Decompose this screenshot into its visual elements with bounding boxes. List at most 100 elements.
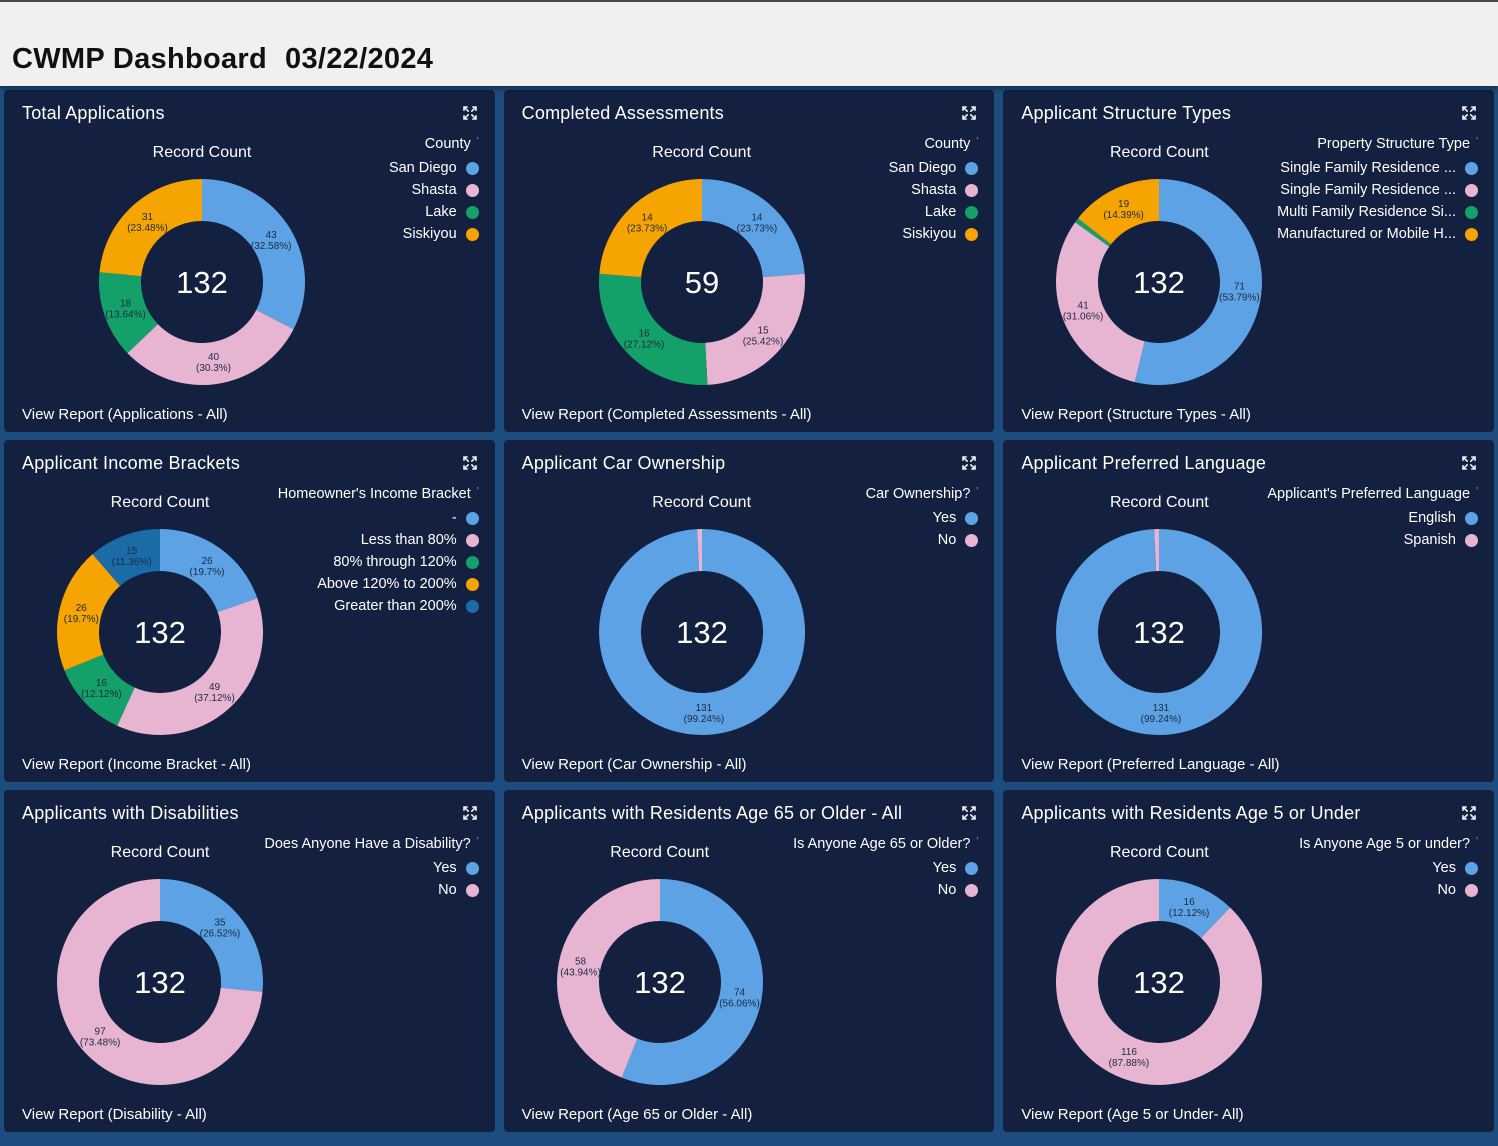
legend-color-dot — [965, 227, 979, 241]
panel-title: Applicant Income Brackets — [22, 453, 241, 473]
focus-mode-icon[interactable] — [960, 804, 978, 822]
donut-slice[interactable] — [56, 879, 263, 1085]
legend-item[interactable]: Single Family Residence ... — [1277, 157, 1478, 179]
legend-item[interactable]: 80% through 120% — [278, 551, 479, 573]
legend-item[interactable]: San Diego — [889, 157, 979, 179]
donut-slice[interactable] — [117, 598, 264, 736]
view-report-link[interactable]: View Report (Preferred Language - All) — [1021, 756, 1280, 773]
donut-total: 132 — [634, 965, 686, 1000]
focus-mode-icon[interactable] — [1460, 104, 1478, 122]
slice-data-label: 116 (87.88%) — [1109, 1047, 1150, 1069]
donut-slice[interactable] — [556, 879, 660, 1078]
donut-chart[interactable]: 14 (23.73%) 15 (25.42%) 16 (27.12%) 14 (23.73%)… — [582, 162, 822, 402]
donut-slice[interactable] — [160, 879, 263, 992]
donut-slice[interactable] — [64, 654, 135, 726]
legend-item[interactable]: English — [1267, 507, 1478, 529]
donut-slice[interactable] — [92, 529, 160, 586]
legend-item[interactable]: Above 120% to 200% — [278, 573, 479, 595]
legend-item-label: - — [451, 510, 457, 526]
donut-slice[interactable] — [99, 272, 158, 354]
legend-item[interactable]: Siskiyou — [889, 223, 979, 245]
donut-slice[interactable] — [57, 554, 121, 671]
legend: Homeowner's Income Bracket ' - Less than 8… — [278, 486, 479, 617]
legend-item[interactable]: Yes — [866, 507, 979, 529]
donut-slice[interactable] — [701, 179, 805, 278]
donut-slice[interactable] — [1056, 879, 1263, 1085]
legend-item[interactable]: Siskiyou — [389, 223, 479, 245]
donut-slice[interactable] — [598, 273, 708, 385]
legend-item[interactable]: Spanish — [1267, 529, 1478, 551]
donut-slice[interactable] — [1154, 529, 1160, 572]
donut-chart[interactable]: 131 (99.24%) 132 — [582, 512, 822, 752]
legend-color-dot — [465, 577, 479, 591]
legend-item[interactable]: Yes — [1299, 857, 1478, 879]
legend-item[interactable]: Shasta — [889, 179, 979, 201]
donut-chart[interactable]: 71 (53.79%) 41 (31.06%) 19 (14.39%) 132 — [1039, 162, 1279, 402]
donut-slice[interactable] — [1135, 179, 1263, 385]
donut-slice[interactable] — [1078, 179, 1160, 245]
legend-item[interactable]: Lake — [389, 201, 479, 223]
donut-chart[interactable]: 131 (99.24%) 132 — [1039, 512, 1279, 752]
view-report-link[interactable]: View Report (Disability - All) — [22, 1106, 207, 1123]
chart-panel: Applicant Preferred Language Record Coun… — [1003, 440, 1494, 782]
legend-item[interactable]: No — [793, 879, 979, 901]
donut-slice[interactable] — [598, 529, 805, 735]
donut-slice[interactable] — [696, 529, 702, 572]
focus-mode-icon[interactable] — [960, 454, 978, 472]
focus-mode-icon[interactable] — [1460, 804, 1478, 822]
legend-item-label: Shasta — [911, 182, 957, 198]
legend-color-dot — [1464, 511, 1478, 525]
donut-slice[interactable] — [1159, 879, 1231, 938]
focus-mode-icon[interactable] — [461, 454, 479, 472]
view-report-link[interactable]: View Report (Age 65 or Older - All) — [521, 1106, 753, 1123]
legend-item[interactable]: Manufactured or Mobile H... — [1277, 223, 1478, 245]
focus-mode-icon[interactable] — [461, 804, 479, 822]
donut-slice[interactable] — [704, 273, 805, 385]
legend-item[interactable]: - — [278, 507, 479, 529]
donut-chart[interactable]: 16 (12.12%) 116 (87.88%) 132 — [1039, 862, 1279, 1102]
legend-item-label: English — [1408, 510, 1456, 526]
legend-item-label: Single Family Residence ... — [1280, 182, 1456, 198]
legend-item[interactable]: Greater than 200% — [278, 595, 479, 617]
donut-slice[interactable] — [202, 179, 306, 330]
donut-total: 132 — [676, 615, 728, 650]
legend-item[interactable]: San Diego — [389, 157, 479, 179]
donut-slice[interactable] — [621, 879, 763, 1085]
legend-item[interactable]: No — [264, 879, 479, 901]
focus-mode-icon[interactable] — [461, 104, 479, 122]
legend-color-dot — [465, 205, 479, 219]
view-report-link[interactable]: View Report (Structure Types - All) — [1021, 406, 1251, 423]
record-count-label: Record Count — [1109, 494, 1209, 511]
donut-chart[interactable]: 35 (26.52%) 97 (73.48%) 132 — [40, 862, 280, 1102]
focus-mode-icon[interactable] — [1460, 454, 1478, 472]
legend-item-label: Lake — [425, 204, 457, 220]
legend-item[interactable]: Shasta — [389, 179, 479, 201]
donut-slice[interactable] — [99, 179, 202, 277]
donut-chart[interactable]: 43 (32.58%) 40 (30.3%) 18 (13.64%) 31 (23.48%) 1… — [82, 162, 322, 402]
view-report-link[interactable]: View Report (Income Bracket - All) — [22, 756, 251, 773]
dashboard-header: CWMP Dashboard 03/22/2024 — [0, 0, 1498, 86]
legend-item[interactable]: Multi Family Residence Si... — [1277, 201, 1478, 223]
donut-slice[interactable] — [598, 179, 702, 278]
donut-slice[interactable] — [1075, 218, 1112, 247]
view-report-link[interactable]: View Report (Applications - All) — [22, 406, 228, 423]
focus-mode-icon[interactable] — [960, 104, 978, 122]
legend-item[interactable]: Less than 80% — [278, 529, 479, 551]
legend-item[interactable]: Single Family Residence ... — [1277, 179, 1478, 201]
donut-chart[interactable]: 74 (56.06%) 58 (43.94%) 132 — [540, 862, 780, 1102]
view-report-link[interactable]: View Report (Age 5 or Under- All) — [1021, 1106, 1244, 1123]
legend-item[interactable]: No — [1299, 879, 1478, 901]
donut-chart[interactable]: 26 (19.7%) 49 (37.12%) 16 (12.12%) 26 (19.7%) 15… — [40, 512, 280, 752]
donut-slice[interactable] — [1056, 222, 1145, 383]
donut-slice[interactable] — [1056, 529, 1263, 735]
legend-item[interactable]: Lake — [889, 201, 979, 223]
legend-item[interactable]: Yes — [264, 857, 479, 879]
legend-item[interactable]: Yes — [793, 857, 979, 879]
donut-slice[interactable] — [160, 529, 258, 613]
view-report-link[interactable]: View Report (Car Ownership - All) — [521, 756, 747, 773]
record-count-label: Record Count — [110, 844, 210, 861]
view-report-link[interactable]: View Report (Completed Assessments - All… — [521, 406, 812, 423]
legend-item-label: Greater than 200% — [334, 598, 457, 614]
legend-item[interactable]: No — [866, 529, 979, 551]
donut-slice[interactable] — [127, 309, 294, 385]
